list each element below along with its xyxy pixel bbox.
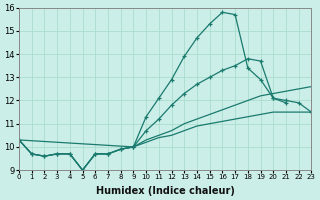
X-axis label: Humidex (Indice chaleur): Humidex (Indice chaleur) [96, 186, 235, 196]
